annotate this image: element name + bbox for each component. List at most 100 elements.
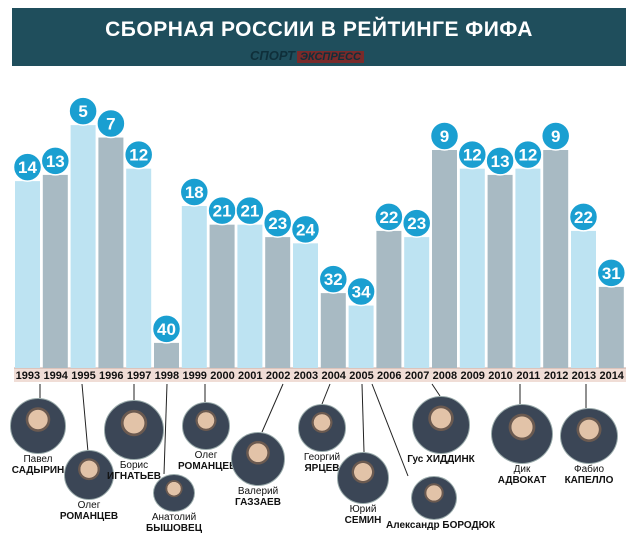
bar-1999	[181, 206, 207, 368]
coach-first-name: Георгий	[303, 452, 341, 463]
coach-pointer-line	[321, 383, 331, 405]
coach-byshovets: Анатолий БЫШОВЕЦ	[146, 474, 202, 534]
coach-photo	[231, 432, 285, 486]
rank-label-1995: 5	[78, 102, 87, 121]
year-label-1996: 1996	[99, 370, 123, 382]
bar-1997	[126, 168, 152, 368]
year-label-2012: 2012	[544, 370, 568, 382]
coach-pointer-line	[361, 383, 365, 453]
year-label-1993: 1993	[16, 370, 40, 382]
year-label-2007: 2007	[405, 370, 429, 382]
bar-2000	[209, 224, 235, 368]
rank-label-2003: 24	[296, 220, 315, 239]
rank-circle-2001	[235, 195, 265, 226]
coach-photo	[412, 396, 470, 454]
rank-circle-2007	[401, 208, 432, 238]
year-label-2008: 2008	[433, 370, 457, 382]
bar-2007	[404, 237, 430, 368]
rank-label-2014: 31	[602, 264, 621, 283]
coach-last-name: ЯРЦЕВ	[304, 463, 340, 474]
rank-circle-2003	[290, 214, 321, 245]
coach-photo	[491, 404, 553, 464]
year-label-1997: 1997	[127, 370, 151, 382]
coach-first-name: Олег	[194, 450, 218, 461]
coach-first-name: Борис	[119, 460, 149, 471]
coach-first-name: Гус	[407, 454, 424, 465]
rank-circle-2010	[485, 146, 515, 176]
rank-circle-2004	[318, 264, 349, 294]
coach-photo	[560, 408, 618, 464]
coach-pointer-line	[431, 383, 441, 397]
rank-circle-2009	[457, 139, 488, 170]
coach-last-name: САДЫРИН	[11, 465, 65, 476]
bar-1994	[42, 174, 68, 368]
coach-ignatyev: Борис ИГНАТЬЕВ	[102, 400, 166, 482]
rank-label-2000: 21	[213, 202, 232, 221]
year-label-2009: 2009	[460, 370, 484, 382]
rank-label-2011: 12	[518, 146, 537, 165]
coach-first-name: Дик	[513, 464, 531, 475]
rank-circle-2012	[540, 121, 571, 151]
year-label-2010: 2010	[488, 370, 512, 382]
rank-label-1999: 18	[185, 183, 204, 202]
rank-circle-2011	[513, 139, 543, 170]
coach-pointer-line	[371, 383, 409, 477]
rank-label-2006: 22	[379, 208, 398, 227]
logo-part-2: ЭКСПРЕСС	[296, 51, 364, 63]
bar-2009	[459, 168, 485, 368]
rank-label-2008: 9	[440, 127, 449, 146]
coach-last-name: БЫШОВЕЦ	[146, 523, 203, 534]
year-label-1994: 1994	[43, 370, 68, 382]
coach-photo	[64, 450, 114, 500]
bar-2003	[293, 243, 318, 368]
rank-circle-2014	[596, 258, 627, 288]
bar-1995	[70, 125, 96, 368]
year-label-2014: 2014	[599, 370, 624, 382]
coach-photo	[153, 474, 195, 512]
rank-circle-2002	[262, 208, 293, 238]
year-label-2004: 2004	[321, 370, 346, 382]
rank-label-1994: 13	[46, 152, 65, 171]
coach-first-name: Фабио	[573, 464, 605, 475]
year-label-2005: 2005	[349, 370, 373, 382]
coach-photo	[337, 452, 389, 504]
year-label-2001: 2001	[238, 370, 262, 382]
chart-title: СБОРНАЯ РОССИИ В РЕЙТИНГЕ ФИФА	[105, 18, 533, 41]
rank-label-2005: 34	[352, 283, 371, 302]
coach-last-name: РОМАНЦЕВ	[178, 461, 237, 472]
coach-first-name: Олег	[77, 500, 101, 511]
year-label-1995: 1995	[71, 370, 95, 382]
rank-circle-1999	[179, 177, 210, 207]
bar-2001	[237, 224, 263, 368]
coach-romantsev-1: Олег РОМАНЦЕВ	[58, 450, 120, 522]
year-label-2013: 2013	[572, 370, 596, 382]
coach-last-name: ГАЗЗАЕВ	[235, 497, 281, 508]
rank-circle-1998	[151, 314, 182, 344]
coach-capello: Фабио КАПЕЛЛО	[558, 408, 620, 486]
coach-first-name: Юрий	[349, 504, 377, 515]
coach-last-name: ИГНАТЬЕВ	[107, 471, 161, 482]
coach-pointer-line	[261, 383, 284, 433]
rank-label-2004: 32	[324, 270, 343, 289]
sport-express-logo: СПОРТ ЭКСПРЕСС	[250, 48, 400, 63]
coach-photo	[104, 400, 164, 460]
rank-label-2013: 22	[574, 208, 593, 227]
rank-label-2002: 23	[268, 214, 287, 233]
rank-circle-2008	[429, 121, 460, 151]
coach-first-name: Валерий	[237, 486, 279, 497]
coach-romantsev-2: Олег РОМАНЦЕВ	[178, 402, 237, 472]
coach-last-name: БОРОДЮК	[442, 520, 496, 531]
coach-last-name: КАПЕЛЛО	[564, 475, 614, 486]
bar-2006	[376, 230, 402, 368]
rank-circle-2013	[568, 202, 599, 232]
year-label-2002: 2002	[266, 370, 290, 382]
year-label-2000: 2000	[210, 370, 234, 382]
coach-last-name: РОМАНЦЕВ	[59, 511, 119, 522]
coach-hiddink: Гус ХИДДИНК	[406, 396, 476, 465]
coach-photo	[298, 404, 346, 452]
rank-label-2007: 23	[407, 214, 426, 233]
bar-2010	[487, 174, 513, 368]
rank-label-1998: 40	[157, 320, 176, 339]
year-label-2011: 2011	[516, 370, 540, 382]
